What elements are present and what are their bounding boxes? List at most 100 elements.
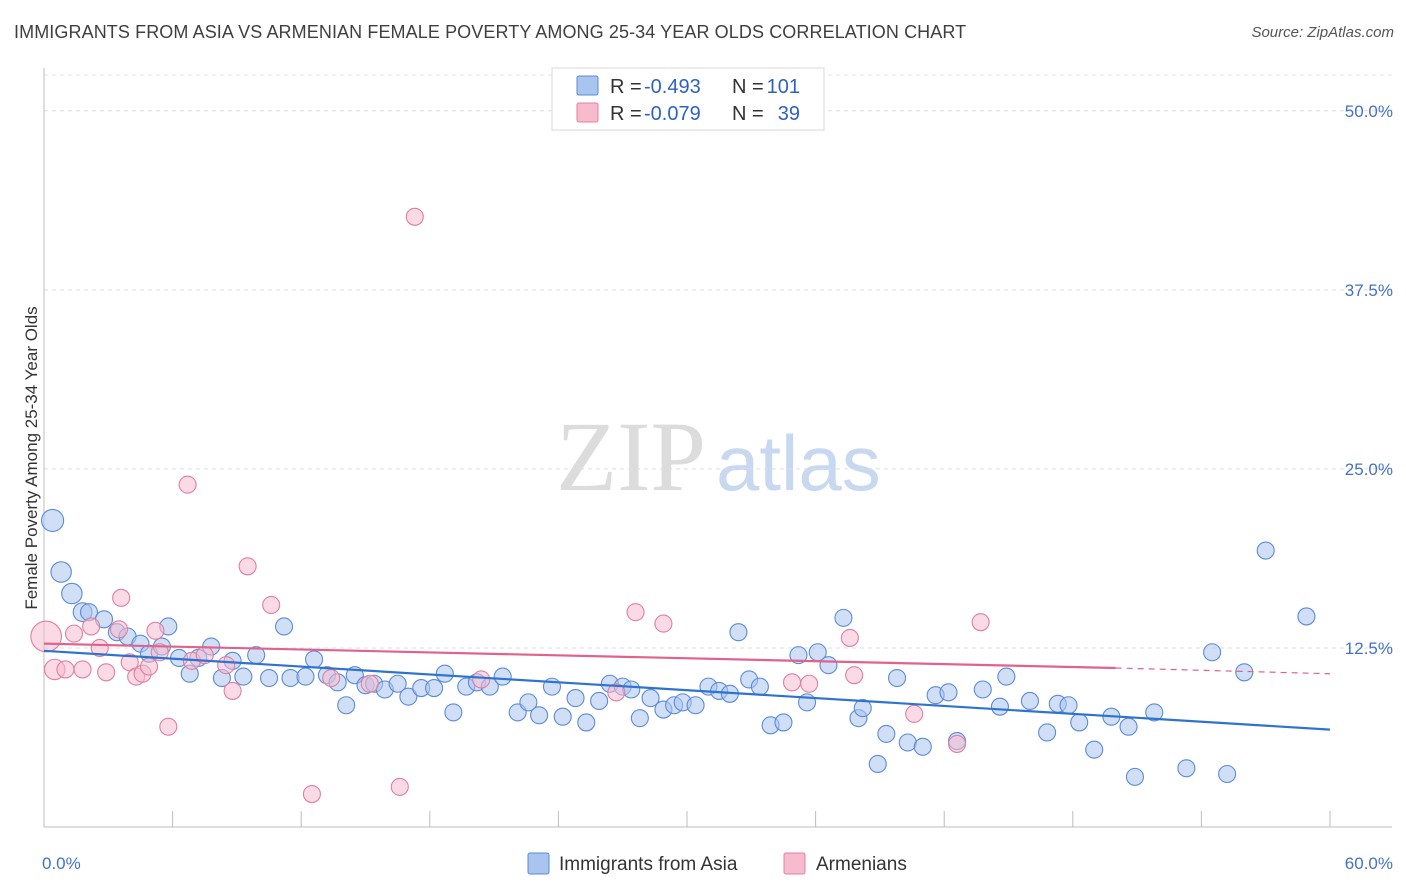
data-point — [223, 681, 242, 700]
correlation-legend: R = -0.493 N = 101 R = -0.079 N = 39 — [551, 67, 825, 131]
data-point — [259, 668, 279, 688]
data-point — [840, 628, 859, 647]
data-point — [472, 670, 491, 689]
data-point — [819, 656, 838, 675]
data-point — [296, 667, 315, 686]
data-point — [1085, 740, 1104, 759]
data-point — [322, 668, 341, 688]
data-point — [898, 733, 917, 752]
data-point — [30, 620, 62, 653]
x-tick-labels: 0.0% 60.0% — [42, 854, 1393, 873]
legend-r-label-armenians: R = — [610, 103, 642, 125]
legend-r-value-asia: -0.493 — [644, 76, 701, 98]
data-point — [577, 713, 596, 732]
data-point — [305, 650, 324, 669]
y-tick-label: 50.0% — [1345, 102, 1393, 121]
watermark: ZIP atlas — [556, 401, 881, 512]
data-point — [853, 699, 872, 718]
data-point — [971, 613, 990, 632]
data-point — [56, 660, 75, 679]
legend-swatch-armenians — [576, 102, 599, 123]
data-point — [887, 668, 907, 688]
x-tick-label-max: 60.0% — [1345, 854, 1393, 873]
data-point — [281, 668, 300, 688]
legend-n-value-armenians: 39 — [778, 103, 800, 125]
trend-line-extension-armenians — [1115, 667, 1331, 675]
data-point — [641, 689, 660, 708]
data-point — [217, 656, 236, 675]
data-point — [913, 737, 932, 756]
legend-n-value-asia: 101 — [767, 76, 800, 98]
y-tick-labels: 12.5% 25.0% 37.5% 50.0% — [1345, 102, 1393, 658]
watermark-atlas: atlas — [716, 419, 881, 507]
data-point — [789, 646, 808, 665]
series-legend-swatch-asia — [527, 852, 550, 875]
data-point — [877, 724, 896, 743]
data-point — [109, 620, 129, 639]
data-point — [275, 617, 294, 636]
data-point — [1203, 643, 1222, 662]
data-point — [626, 603, 645, 622]
data-point — [360, 674, 379, 693]
y-tick-label: 37.5% — [1345, 281, 1393, 300]
data-point — [61, 582, 83, 605]
x-tick-label-min: 0.0% — [42, 854, 81, 873]
data-point — [750, 677, 769, 696]
data-point — [388, 674, 407, 693]
data-point — [607, 683, 626, 702]
legend-n-label-asia: N = — [732, 76, 764, 98]
data-point — [834, 608, 853, 627]
data-point — [686, 696, 705, 715]
y-axis-label: Female Poverty Among 25-34 Year Olds — [22, 306, 41, 609]
series-legend-label-armenians: Armenians — [816, 854, 907, 875]
watermark-zip: ZIP — [556, 401, 706, 512]
series-legend-swatch-armenians — [783, 852, 806, 875]
data-point — [1177, 759, 1196, 778]
data-point — [50, 561, 72, 583]
trend-line-armenians — [43, 642, 1116, 670]
data-point — [97, 663, 116, 682]
data-point — [845, 666, 864, 685]
data-point — [1145, 703, 1164, 722]
data-point — [1020, 691, 1039, 711]
trend-layer — [43, 642, 1331, 731]
data-point — [73, 660, 92, 679]
data-point — [973, 680, 992, 699]
data-point — [905, 704, 924, 723]
data-point — [112, 588, 131, 607]
data-point — [178, 475, 197, 494]
data-point — [654, 614, 673, 633]
series-legend-label-asia: Immigrants from Asia — [559, 854, 738, 875]
data-point — [1119, 717, 1138, 736]
data-point — [630, 709, 649, 728]
data-point — [729, 623, 748, 642]
data-point — [425, 679, 444, 698]
data-point — [1059, 696, 1078, 715]
data-point — [302, 785, 321, 804]
series-armenians — [30, 207, 990, 804]
data-point — [150, 643, 169, 662]
data-point — [399, 687, 418, 706]
data-point — [90, 638, 109, 658]
data-point — [990, 697, 1009, 716]
data-point — [444, 703, 463, 722]
legend-n-label-armenians: N = — [732, 103, 764, 125]
y-tick-label: 12.5% — [1345, 639, 1393, 658]
data-point — [1125, 767, 1145, 786]
data-point — [238, 557, 257, 576]
data-point — [1256, 541, 1275, 560]
data-point — [939, 683, 958, 702]
data-point — [622, 680, 641, 699]
data-point — [1038, 723, 1057, 742]
data-point — [82, 617, 101, 636]
data-point — [868, 754, 887, 774]
data-point — [948, 734, 967, 753]
data-point — [493, 667, 512, 686]
series-legend: Immigrants from Asia Armenians — [527, 852, 907, 875]
legend-swatch-asia — [576, 75, 599, 96]
y-tick-label: 25.0% — [1345, 460, 1393, 479]
legend-r-value-armenians: -0.079 — [644, 103, 701, 125]
axes — [43, 68, 1392, 828]
data-point — [997, 667, 1016, 686]
